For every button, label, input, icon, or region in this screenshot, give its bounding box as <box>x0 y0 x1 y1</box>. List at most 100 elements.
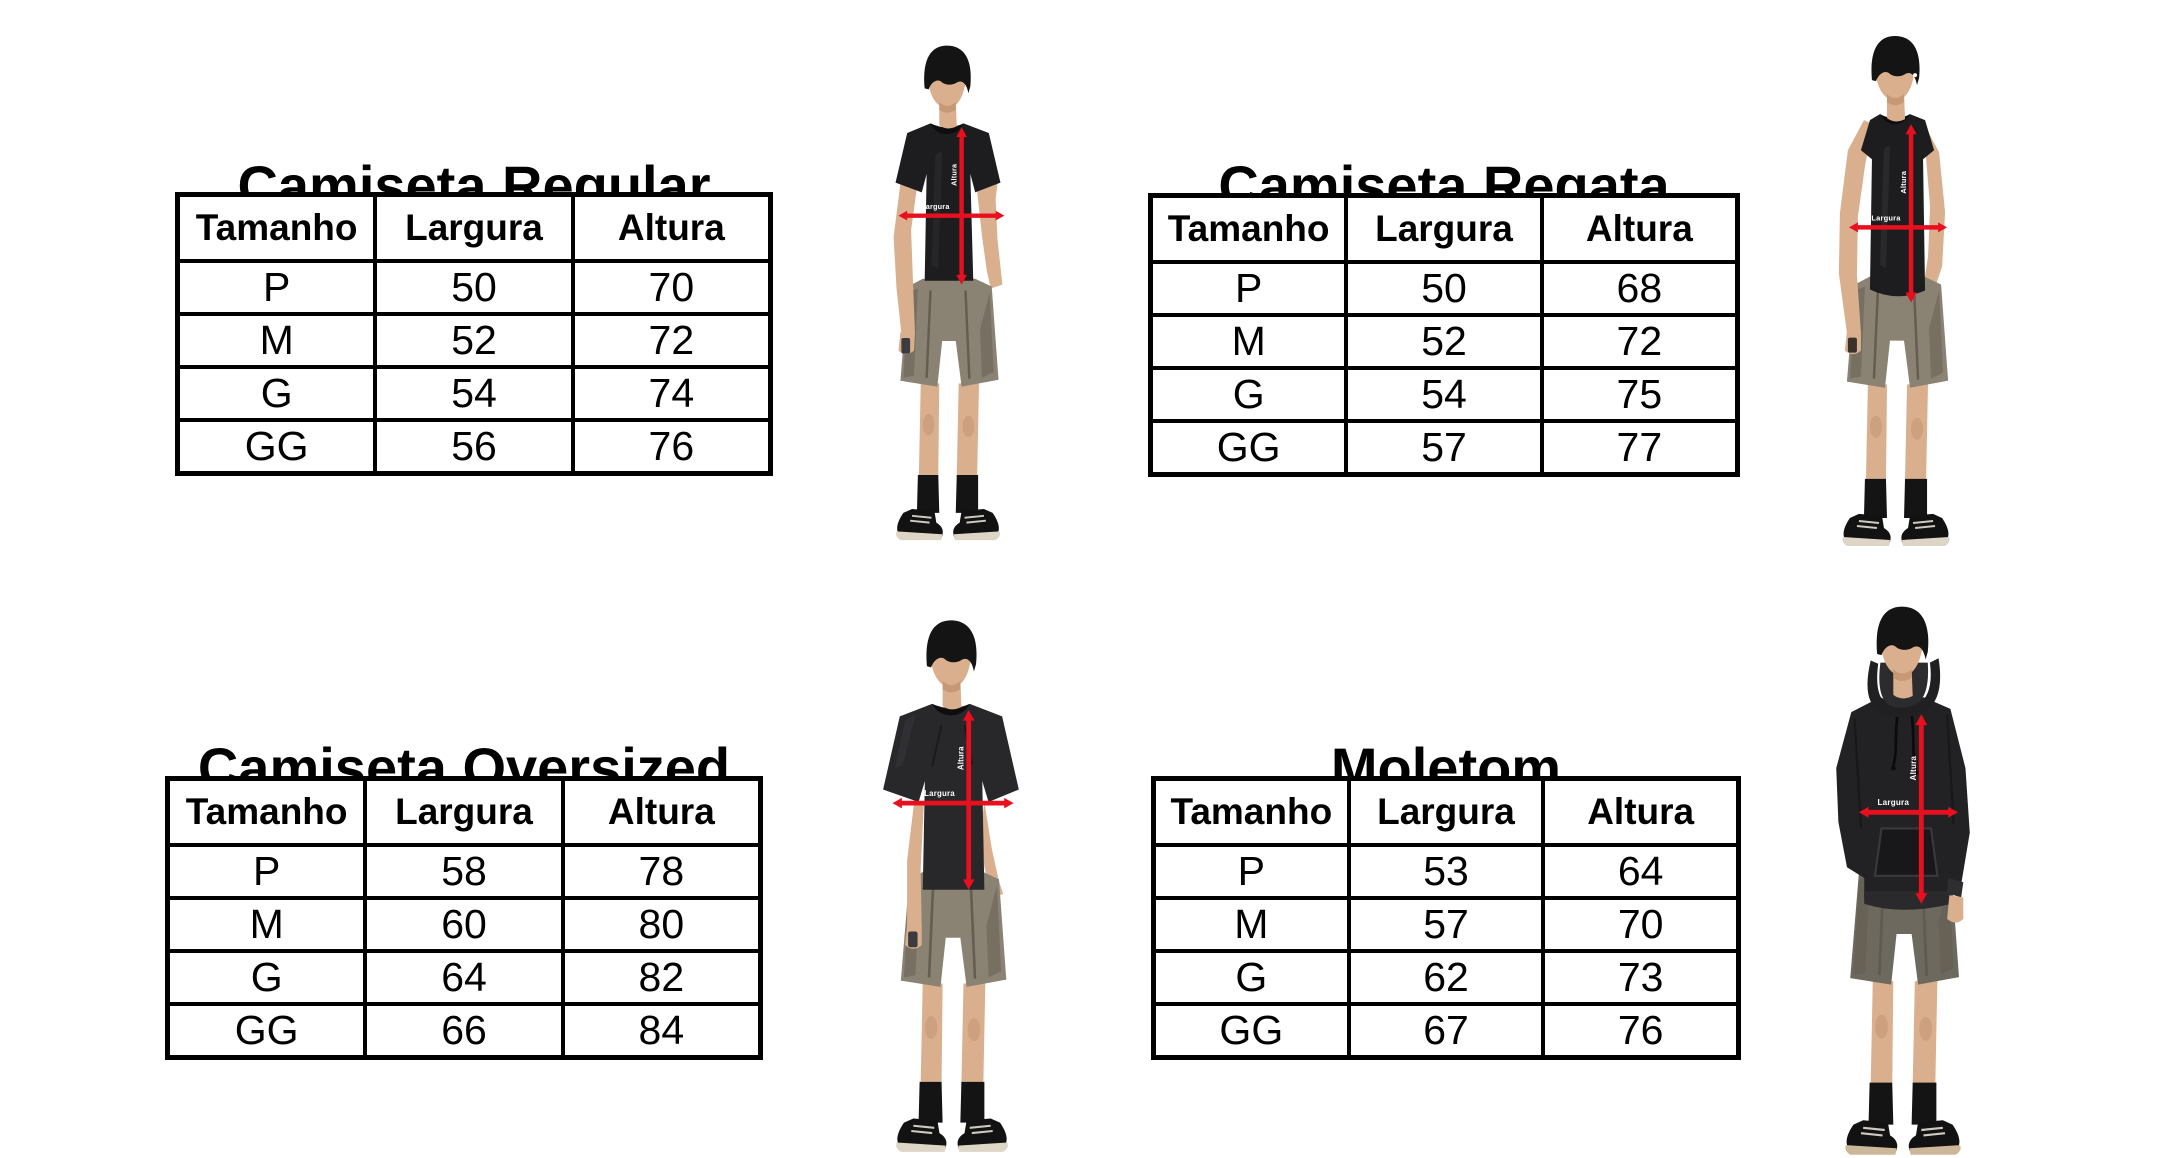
cell-altura: 68 <box>1539 260 1740 317</box>
phone <box>901 338 911 354</box>
altura-arrow <box>1905 124 1917 303</box>
cell-size: G <box>175 365 378 422</box>
left-arm <box>893 183 917 355</box>
cell-size: GG <box>1151 1002 1351 1060</box>
cell-altura: 82 <box>560 949 763 1006</box>
largura-measure-label: Largura <box>1871 213 1901 222</box>
table-header-row: Tamanho Largura Altura <box>165 776 763 847</box>
header-tamanho: Tamanho <box>1148 193 1349 264</box>
right-arm <box>1922 120 1946 295</box>
cell-altura: 76 <box>1541 1002 1741 1060</box>
header-largura: Largura <box>1344 193 1544 264</box>
cell-altura: 80 <box>560 896 763 953</box>
altura-measure-label: Altura <box>950 163 959 186</box>
cell-largura: 53 <box>1346 843 1546 900</box>
altura-measure-label: Altura <box>1899 170 1908 193</box>
cell-size: M <box>1151 896 1351 953</box>
cell-altura: 73 <box>1541 949 1741 1006</box>
head <box>924 45 971 129</box>
cell-altura: 70 <box>570 259 773 316</box>
right-hand <box>1947 895 1964 923</box>
table-row: GG 67 76 <box>1151 1002 1741 1060</box>
size-table-camiseta-regata: Tamanho Largura Altura P 50 68 M 52 72 G… <box>1148 193 1740 477</box>
largura-measure-label: Largura <box>921 202 950 211</box>
table-header-row: Tamanho Largura Altura <box>175 192 773 263</box>
cell-altura: 70 <box>1541 896 1741 953</box>
cell-altura: 75 <box>1539 366 1740 423</box>
cell-size: G <box>1148 366 1349 423</box>
cell-largura: 64 <box>363 949 565 1006</box>
cell-altura: 72 <box>570 312 773 369</box>
lower-body <box>896 379 1000 541</box>
table-row: GG 56 76 <box>175 418 773 476</box>
largura-arrow <box>892 797 1014 809</box>
lower-body <box>1842 380 1950 546</box>
largura-measure-label: Largura <box>1878 798 1910 807</box>
model-illustration-oversized-tshirt: Altura Largura <box>840 612 1064 1155</box>
largura-arrow <box>1848 222 1948 233</box>
garment-hoodie <box>1836 697 1970 923</box>
cell-size: GG <box>1148 419 1349 477</box>
garment-tank-top <box>1860 114 1935 297</box>
table-header-row: Tamanho Largura Altura <box>1148 193 1740 264</box>
table-row: P 53 64 <box>1151 843 1741 900</box>
model-illustration-tank-top: Altura Largura <box>1776 28 2016 549</box>
table-row: M 60 80 <box>165 896 763 953</box>
header-altura: Altura <box>560 776 763 847</box>
cuff <box>1947 878 1964 898</box>
cell-altura: 64 <box>1541 843 1741 900</box>
cell-largura: 58 <box>363 843 565 900</box>
cell-largura: 52 <box>1344 313 1544 370</box>
right-arm <box>977 183 1003 289</box>
cell-largura: 52 <box>373 312 575 369</box>
size-table-camiseta-regular: Tamanho Largura Altura P 50 70 M 52 72 G… <box>175 192 773 476</box>
phone <box>908 931 918 948</box>
cell-largura: 60 <box>363 896 565 953</box>
header-tamanho: Tamanho <box>175 192 378 263</box>
cell-altura: 74 <box>570 365 773 422</box>
largura-arrow <box>1858 806 1958 818</box>
altura-measure-label: Altura <box>1909 756 1918 781</box>
altura-measure-label: Altura <box>956 746 965 770</box>
model-illustration-regular-tshirt: Altura Largura <box>846 36 1050 543</box>
lower-body <box>1845 977 1961 1155</box>
cell-largura: 57 <box>1344 419 1544 477</box>
head <box>926 620 977 710</box>
left-arm <box>905 799 924 949</box>
table-row: P 50 68 <box>1148 260 1740 317</box>
cell-largura: 67 <box>1346 1002 1546 1060</box>
cell-altura: 78 <box>560 843 763 900</box>
ribbed-hem <box>1864 890 1952 910</box>
garment-regular-tshirt <box>895 123 1001 281</box>
header-tamanho: Tamanho <box>1151 776 1351 847</box>
model-illustration-hoodie: Altura Largura <box>1782 598 2024 1158</box>
largura-arrow <box>898 210 1005 221</box>
header-altura: Altura <box>570 192 773 263</box>
cell-size: M <box>175 312 378 369</box>
earbud <box>1913 73 1918 78</box>
header-tamanho: Tamanho <box>165 776 368 847</box>
cell-largura: 54 <box>1344 366 1544 423</box>
table-row: M 52 72 <box>1148 313 1740 370</box>
header-largura: Largura <box>1346 776 1546 847</box>
header-altura: Altura <box>1539 193 1740 264</box>
table-header-row: Tamanho Largura Altura <box>1151 776 1741 847</box>
size-table-moletom: Tamanho Largura Altura P 53 64 M 57 70 G… <box>1151 776 1741 1060</box>
cell-size: G <box>1151 949 1351 1006</box>
cell-largura: 50 <box>373 259 575 316</box>
cell-altura: 72 <box>1539 313 1740 370</box>
cell-largura: 57 <box>1346 896 1546 953</box>
cell-altura: 84 <box>560 1002 763 1060</box>
cell-largura: 66 <box>363 1002 565 1060</box>
cell-size: M <box>165 896 368 953</box>
cell-largura: 50 <box>1344 260 1544 317</box>
table-row: GG 57 77 <box>1148 419 1740 477</box>
table-row: G 54 74 <box>175 365 773 422</box>
cell-altura: 77 <box>1539 419 1740 477</box>
cell-size: GG <box>165 1002 368 1060</box>
cell-altura: 76 <box>570 418 773 476</box>
lower-body <box>896 979 1008 1152</box>
shorts <box>900 278 999 387</box>
table-row: P 58 78 <box>165 843 763 900</box>
